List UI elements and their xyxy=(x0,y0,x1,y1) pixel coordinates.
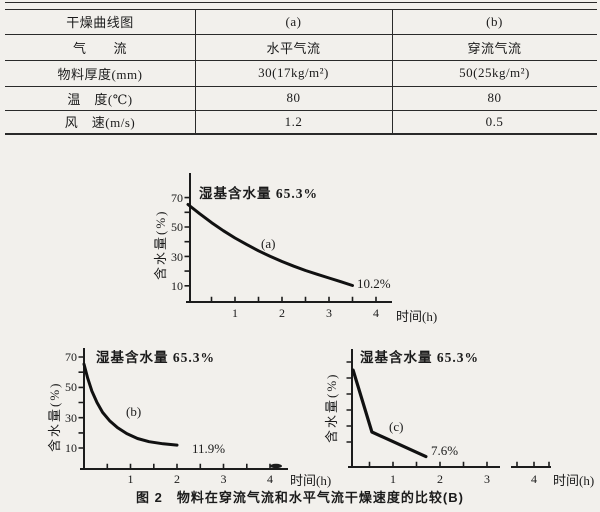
chart-b-end-value: 11.9% xyxy=(192,441,226,456)
chart-c-y-axis-label: 含水量(%) xyxy=(324,372,339,444)
figure-caption: 图 2 物料在穿流气流和水平气流干燥速度的比较(B) xyxy=(136,490,464,505)
chart-a-end-value: 10.2% xyxy=(357,276,391,291)
chart-b-curve-label: (b) xyxy=(126,404,142,419)
table-cell: 风 速(m/s) xyxy=(64,115,136,130)
chart-b-xtick: 3 xyxy=(220,472,227,486)
chart-a-ytick: 70 xyxy=(171,190,183,205)
chart-c-xtick: 4 xyxy=(531,472,537,486)
table-rule-row2 xyxy=(5,60,597,61)
chart-c-x-axis-label: 时间(h) xyxy=(553,473,595,488)
chart-c-annotation: 湿基含水量 65.3% xyxy=(360,350,479,365)
chart-a-ytick: 10 xyxy=(171,279,183,293)
table-rule-row1 xyxy=(5,34,597,35)
table-cell: 物料厚度(mm) xyxy=(57,66,143,82)
chart-a-xtick: 1 xyxy=(232,306,238,320)
table-cell: 干燥曲线图 xyxy=(66,15,134,30)
chart-a-xtick: 3 xyxy=(326,306,332,320)
chart-a-axes xyxy=(186,173,392,303)
chart-a-tick-marks xyxy=(184,196,377,302)
chart-c-curve xyxy=(351,368,428,459)
table-cell: (b) xyxy=(486,13,503,29)
table-cell: 80 xyxy=(286,90,301,105)
table-cell: 温 度(℃) xyxy=(67,91,133,107)
chart-b-xtick: 4 xyxy=(267,472,273,486)
chart-b-tick-marks xyxy=(78,356,271,469)
table-cell: (a) xyxy=(285,13,302,29)
chart-b-ytick: 70 xyxy=(65,349,77,364)
chart-c-curve-label: (c) xyxy=(389,419,404,434)
chart-a-xtick: 2 xyxy=(279,306,285,320)
chart-c-end-value: 7.6% xyxy=(431,443,459,458)
table-rule-row3 xyxy=(5,86,597,87)
chart-b-ytick: 10 xyxy=(65,440,77,455)
table-divider-1 xyxy=(195,9,196,133)
table-cell: 50(25kg/m²) xyxy=(459,65,530,80)
chart-a-curve-label: (a) xyxy=(261,236,276,251)
chart-a-curve xyxy=(186,203,354,287)
chart-a-x-axis-label: 时间(h) xyxy=(396,309,438,324)
axis-ink-blob xyxy=(270,463,282,469)
table-cell: 30(17kg/m²) xyxy=(258,65,329,80)
chart-a-xtick: 4 xyxy=(373,306,379,320)
table-cell: 气 流 xyxy=(72,40,127,56)
chart-b-curve xyxy=(82,362,179,447)
table-cell: 穿流气流 xyxy=(467,40,522,56)
table-rule-top-inner xyxy=(5,9,597,10)
chart-c-tick-marks xyxy=(346,361,550,467)
chart-b-axes xyxy=(80,348,288,470)
chart-b-annotation: 湿基含水量 65.3% xyxy=(96,350,215,365)
table-divider-2 xyxy=(392,9,393,133)
chart-c-xtick: 3 xyxy=(484,472,490,486)
chart-b-ytick: 50 xyxy=(65,380,77,395)
chart-c-xtick: 2 xyxy=(437,472,443,486)
chart-a-annotation: 湿基含水量 65.3% xyxy=(199,186,318,201)
table-rule-top-outer xyxy=(5,2,597,3)
chart-b-xtick: 1 xyxy=(127,472,134,486)
table-cell: 0.5 xyxy=(485,113,504,129)
chart-a-ytick: 30 xyxy=(171,249,183,264)
table-rule-bottom xyxy=(5,133,597,135)
table-cell: 水平气流 xyxy=(266,40,321,56)
chart-c-xtick: 1 xyxy=(390,472,396,486)
table-cell: 80 xyxy=(487,90,502,105)
table-rule-row4 xyxy=(5,110,597,111)
chart-a-ytick: 50 xyxy=(171,220,183,234)
chart-b-x-axis-label: 时间(h) xyxy=(290,473,332,488)
chart-b-ytick: 30 xyxy=(65,410,77,425)
chart-b-xtick: 2 xyxy=(174,472,180,486)
table-cell: 1.2 xyxy=(284,113,303,129)
